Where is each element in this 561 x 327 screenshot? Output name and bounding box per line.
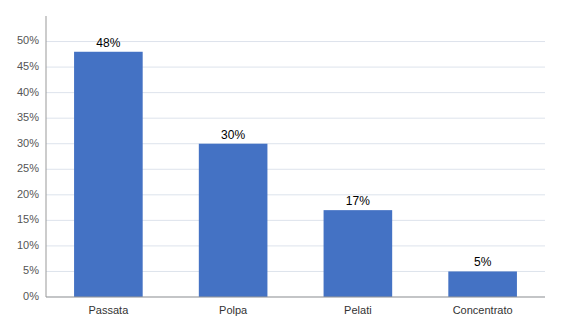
y-axis-line <box>46 16 47 297</box>
x-tick-label: Passata <box>89 304 130 316</box>
y-tick-label: 0% <box>23 290 39 302</box>
y-tick-label: 30% <box>17 137 39 149</box>
y-tick-labels: 0% 5% 10% 15% 20% 25% 30% 35% 40% 45% 50% <box>17 34 39 301</box>
grid-line <box>46 297 545 298</box>
bar <box>199 144 268 297</box>
y-tick-label: 15% <box>17 213 39 225</box>
data-label: 17% <box>346 194 370 208</box>
y-tick-label: 40% <box>17 86 39 98</box>
x-tick-label: Polpa <box>219 304 248 316</box>
y-tick-label: 35% <box>17 111 39 123</box>
data-label: 30% <box>221 128 245 142</box>
data-label: 48% <box>96 36 120 50</box>
chart: 0% 5% 10% 15% 20% 25% 30% 35% 40% 45% 50% Passata Po… <box>0 0 561 327</box>
bar <box>448 271 517 297</box>
bars <box>74 52 517 297</box>
bar <box>74 52 143 297</box>
x-axis-line <box>46 297 545 298</box>
chart-container: 0% 5% 10% 15% 20% 25% 30% 35% 40% 45% 50% Passata Po… <box>0 0 561 327</box>
y-tick-label: 45% <box>17 60 39 72</box>
y-tick-label: 20% <box>17 188 39 200</box>
x-tick-labels: Passata Polpa Pelati Concentrato <box>89 304 513 316</box>
data-label: 5% <box>474 255 492 269</box>
y-tick-label: 50% <box>17 34 39 46</box>
x-tick-label: Pelati <box>344 304 372 316</box>
y-tick-label: 10% <box>17 239 39 251</box>
x-tick-label: Concentrato <box>453 304 513 316</box>
y-tick-label: 5% <box>23 264 39 276</box>
grid-line <box>46 41 545 42</box>
y-tick-label: 25% <box>17 162 39 174</box>
bar <box>324 210 393 297</box>
grid <box>46 42 545 297</box>
data-labels: 48% 30% 17% 5% <box>96 36 491 270</box>
